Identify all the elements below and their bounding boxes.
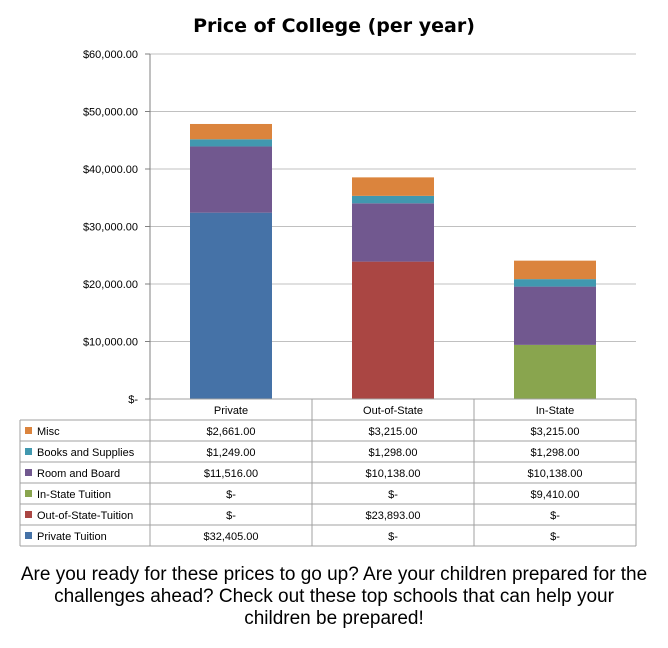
data-label: $- bbox=[226, 510, 236, 522]
legend-swatch bbox=[25, 469, 32, 476]
bar-segment bbox=[190, 146, 272, 213]
data-label: $2,661.00 bbox=[207, 426, 256, 438]
data-label: $3,215.00 bbox=[369, 426, 418, 438]
bar-segment bbox=[352, 195, 434, 204]
bar-segment bbox=[352, 177, 434, 196]
legend-label: Room and Board bbox=[37, 468, 120, 480]
legend-swatch bbox=[25, 511, 32, 518]
data-label: $11,516.00 bbox=[204, 468, 258, 480]
x-category-label: Out-of-State bbox=[363, 405, 423, 417]
data-label: $23,893.00 bbox=[365, 510, 420, 522]
legend-label: Out-of-State-Tuition bbox=[37, 510, 133, 522]
bar-segment bbox=[514, 344, 596, 399]
data-label: $- bbox=[226, 489, 236, 501]
caption-text: Are you ready for these prices to go up?… bbox=[20, 564, 648, 629]
legend-swatch bbox=[25, 532, 32, 539]
data-label: $1,298.00 bbox=[369, 447, 418, 459]
legend-swatch bbox=[25, 427, 32, 434]
legend-label: In-State Tuition bbox=[37, 489, 111, 501]
bar-segment bbox=[190, 212, 272, 399]
y-tick-label: $60,000.00 bbox=[83, 49, 138, 61]
y-tick-label: $20,000.00 bbox=[83, 279, 138, 291]
y-tick-label: $10,000.00 bbox=[83, 337, 138, 349]
data-label: $1,298.00 bbox=[531, 447, 580, 459]
data-label: $- bbox=[388, 489, 398, 501]
data-label: $10,138.00 bbox=[365, 468, 420, 480]
bar-segment bbox=[352, 203, 434, 262]
data-label: $- bbox=[550, 531, 560, 543]
bar-segment bbox=[190, 139, 272, 147]
x-category-label: Private bbox=[214, 405, 248, 417]
y-tick-label: $- bbox=[128, 394, 138, 406]
bar-segment bbox=[190, 123, 272, 140]
legend-label: Books and Supplies bbox=[37, 447, 135, 459]
legend-label: Misc bbox=[37, 426, 60, 438]
data-label: $32,405.00 bbox=[203, 531, 258, 543]
bar-segment bbox=[514, 279, 596, 287]
data-label: $1,249.00 bbox=[207, 447, 256, 459]
bar-segment bbox=[514, 286, 596, 345]
x-category-label: In-State bbox=[536, 405, 575, 417]
chart-title: Price of College (per year) bbox=[193, 15, 475, 37]
bar-segment bbox=[352, 261, 434, 399]
legend-swatch bbox=[25, 448, 32, 455]
data-label: $10,138.00 bbox=[527, 468, 582, 480]
bar-segment bbox=[514, 260, 596, 280]
data-label: $9,410.00 bbox=[531, 489, 580, 501]
data-label: $- bbox=[550, 510, 560, 522]
legend-label: Private Tuition bbox=[37, 531, 107, 543]
stacked-bar-chart: Price of College (per year) $- $10,000.00 $… bbox=[19, 15, 637, 547]
data-label: $3,215.00 bbox=[531, 426, 580, 438]
y-tick-label: $50,000.00 bbox=[83, 107, 138, 119]
legend-swatch bbox=[25, 490, 32, 497]
y-tick-label: $30,000.00 bbox=[83, 222, 138, 234]
y-tick-label: $40,000.00 bbox=[83, 164, 138, 176]
data-label: $- bbox=[388, 531, 398, 543]
